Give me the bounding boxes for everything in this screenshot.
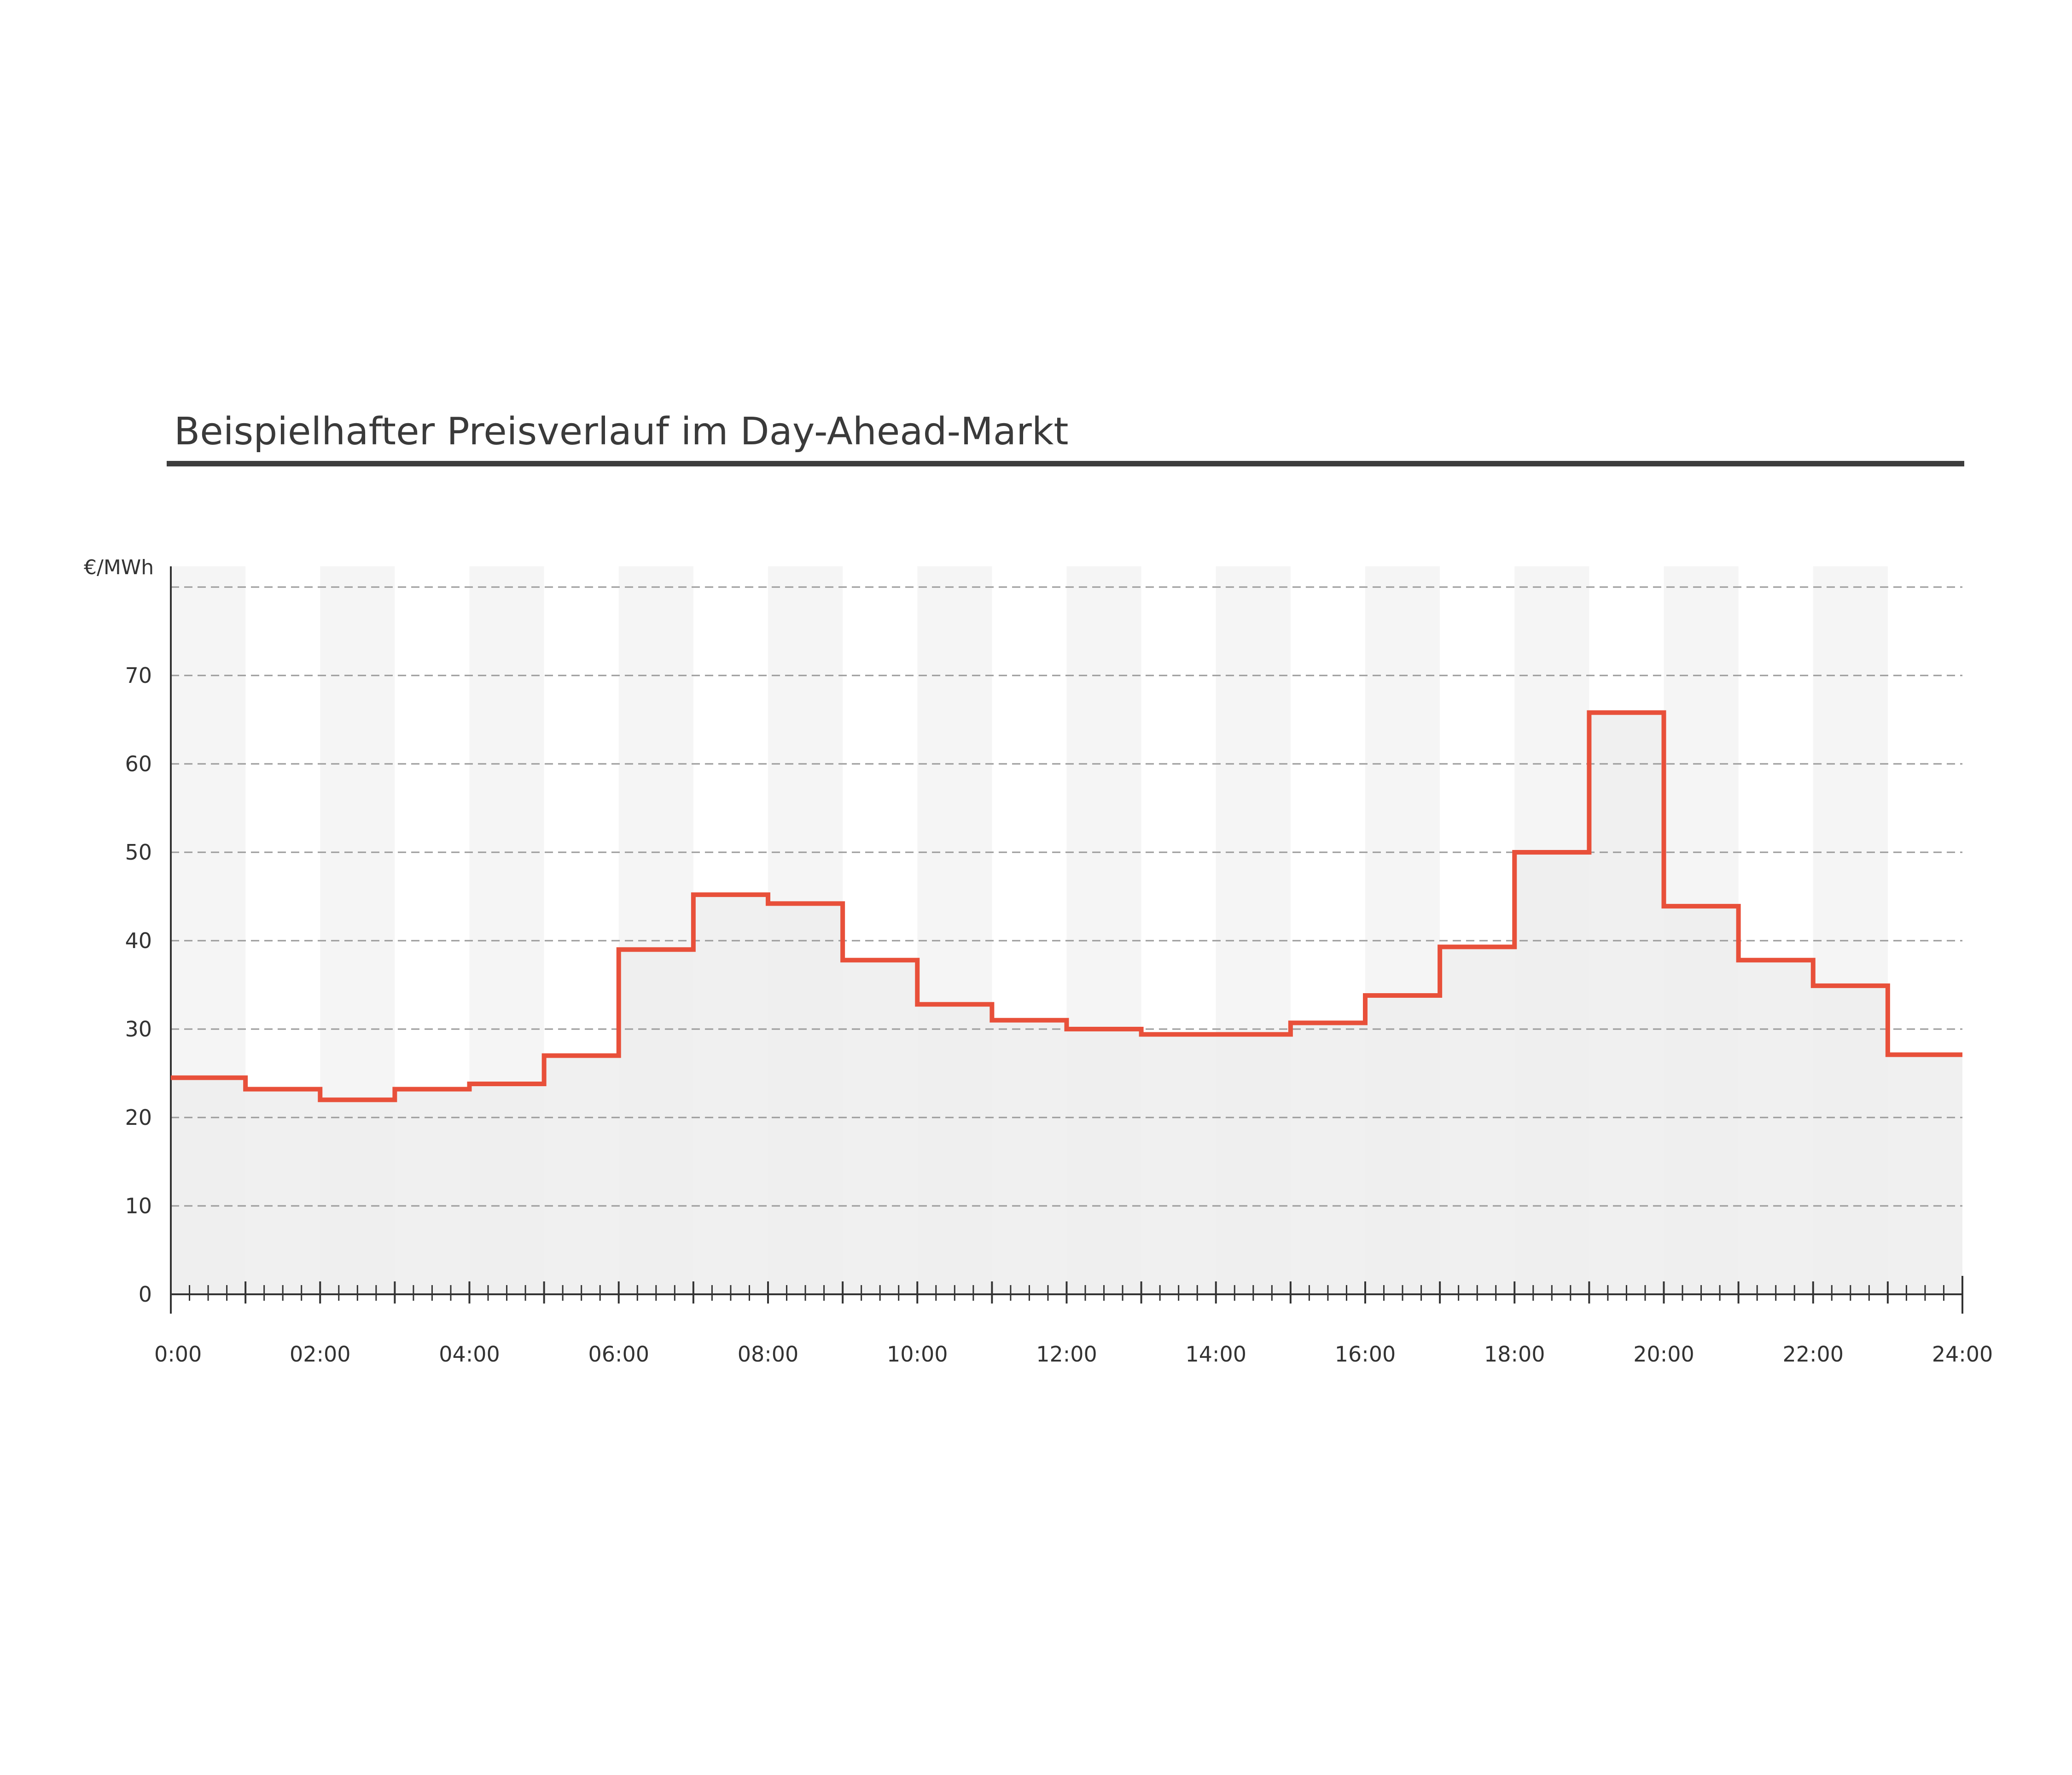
y-tick-label: 60 xyxy=(125,751,152,776)
x-axis: 0:00 02:00 04:00 06:00 08:00 10:00 12:00 14:00 1… xyxy=(154,1276,1993,1367)
y-tick-label: 50 xyxy=(125,840,152,865)
x-tick-label: 08:00 xyxy=(738,1342,799,1367)
x-tick-label: 04:00 xyxy=(439,1342,500,1367)
x-tick-label: 14:00 xyxy=(1185,1342,1246,1367)
y-tick-label: 0 xyxy=(139,1282,152,1307)
y-tick-label: 20 xyxy=(125,1105,152,1130)
x-tick-label: 12:00 xyxy=(1036,1342,1097,1367)
x-tick-label: 0:00 xyxy=(154,1342,202,1367)
y-tick-label: 30 xyxy=(125,1017,152,1042)
x-tick-label: 16:00 xyxy=(1335,1342,1396,1367)
x-tick-label: 10:00 xyxy=(887,1342,948,1367)
y-tick-label: 40 xyxy=(125,928,152,953)
price-step-line xyxy=(171,710,1962,1102)
x-tick-label: 18:00 xyxy=(1484,1342,1545,1367)
x-tick-label: 24:00 xyxy=(1932,1342,1993,1367)
x-tick-label: 06:00 xyxy=(588,1342,649,1367)
x-tick-label: 22:00 xyxy=(1782,1342,1844,1367)
chart-title: Beispielhafter Preisverlauf im Day-Ahead… xyxy=(174,410,1069,454)
y-axis: 0 10 20 30 40 50 60 70 xyxy=(125,566,172,1314)
x-tick-label: 02:00 xyxy=(290,1342,351,1367)
title-rule xyxy=(167,461,1964,466)
y-tick-label: 70 xyxy=(125,663,152,688)
x-tick-label: 20:00 xyxy=(1633,1342,1694,1367)
y-tick-label: 10 xyxy=(125,1193,152,1218)
y-axis-unit-label: €/MWh xyxy=(84,556,154,579)
